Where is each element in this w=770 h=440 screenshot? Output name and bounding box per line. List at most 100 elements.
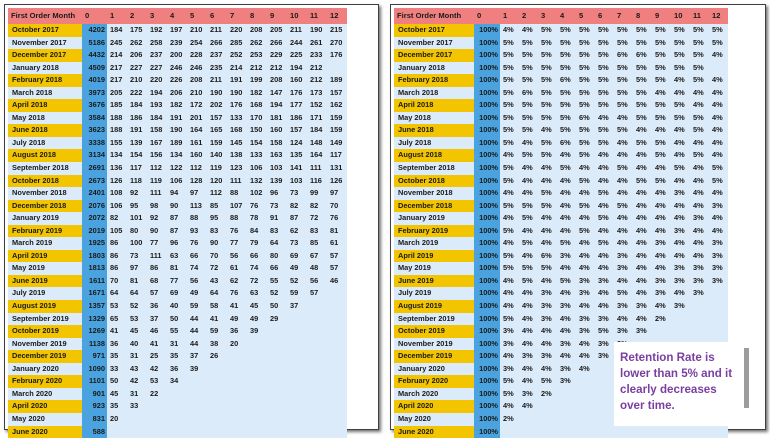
table-cell: 3%: [712, 275, 723, 285]
table-cell: [247, 400, 267, 413]
table-cell: 194: [290, 62, 303, 72]
table-cell: 57: [330, 263, 339, 273]
table-cell: [127, 413, 147, 426]
table-cell: 4%: [541, 175, 552, 185]
table-cell: 3%: [712, 250, 723, 260]
table-cell: 3%: [655, 275, 666, 285]
table-cell: [247, 413, 267, 426]
table-cell: 159: [330, 125, 343, 135]
table-cell: 111: [150, 250, 162, 260]
table-cell: 4%: [579, 363, 590, 373]
table-cell: 4%: [503, 150, 514, 160]
table-cell: 3%: [712, 200, 723, 210]
table-cell: 4%: [560, 263, 571, 273]
table-cell: 4%: [655, 213, 666, 223]
table-cell: 80: [270, 250, 279, 260]
table-cell: 4%: [579, 301, 590, 311]
row-label: August 2018: [394, 149, 474, 163]
table-cell: [207, 413, 227, 426]
table-cell: 177: [290, 100, 303, 110]
row-label: February 2019: [394, 224, 474, 238]
table-cell: 92: [130, 188, 139, 198]
table-cell: [227, 400, 247, 413]
table-cell: 43: [210, 275, 219, 285]
table-row: June 2020 100%: [394, 425, 728, 439]
table-cell: 81: [330, 225, 339, 235]
header-month-offset: 4: [557, 8, 576, 24]
table-cell: 3%: [579, 288, 590, 298]
table-cell: 35: [110, 351, 119, 361]
table-cell: 4%: [617, 112, 628, 122]
table-cell: 84: [250, 225, 259, 235]
table-cell: 64: [270, 238, 279, 248]
table-row: August 2019 100% 4% 4% 3% 3% 4% 4% 3% 3% 4% 3%: [394, 300, 728, 313]
table-cell: 133: [230, 112, 243, 122]
table-cell: 4%: [636, 263, 647, 273]
table-cell: 4%: [636, 250, 647, 260]
cohort-base-cell: 1090: [82, 362, 107, 376]
table-cell: 4%: [693, 200, 704, 210]
table-cell: [267, 325, 287, 338]
table-cell: [147, 413, 167, 426]
table-cell: 4%: [541, 326, 552, 336]
table-cell: 4%: [503, 301, 514, 311]
table-cell: [709, 62, 728, 75]
table-cell: 4%: [560, 313, 571, 323]
cohort-base-cell: 1357: [82, 300, 107, 313]
table-cell: 4%: [541, 338, 552, 348]
row-label: May 2020: [12, 413, 45, 423]
table-cell: 5%: [693, 75, 704, 85]
table-cell: 4%: [560, 326, 571, 336]
table-cell: 4%: [541, 275, 552, 285]
table-cell: 5%: [598, 62, 609, 72]
scrollbar-thumb[interactable]: [744, 348, 749, 408]
table-cell: 5%: [598, 125, 609, 135]
table-cell: 170: [250, 112, 263, 122]
table-cell: 5%: [560, 50, 571, 60]
header-month-offset: 6: [595, 8, 614, 24]
table-cell: 239: [170, 37, 183, 47]
table-cell: 4%: [522, 401, 533, 411]
table-cell: 5%: [522, 75, 533, 85]
table-cell: 5%: [636, 62, 647, 72]
table-cell: 262: [250, 37, 263, 47]
table-cell: 79: [250, 238, 259, 248]
table-cell: 5%: [579, 75, 590, 85]
table-cell: 126: [110, 175, 123, 185]
table-cell: 156: [150, 150, 163, 160]
table-cell: 3%: [693, 275, 704, 285]
table-cell: 5%: [579, 150, 590, 160]
cohort-base-cell: 100%: [474, 111, 500, 125]
table-cell: 4%: [636, 313, 647, 323]
table-cell: 5%: [503, 137, 514, 147]
table-cell: 2%: [655, 313, 666, 323]
table-row: February 2020 1101 50 42 53 34: [8, 375, 347, 388]
table-cell: 5%: [560, 25, 571, 34]
row-label: October 2018: [8, 174, 82, 188]
table-cell: [187, 413, 207, 426]
table-cell: 3%: [636, 301, 647, 311]
table-cell: 102: [250, 188, 263, 198]
table-cell: 4%: [617, 225, 628, 235]
table-cell: 4%: [693, 238, 704, 248]
table-cell: 49: [250, 313, 259, 323]
table-cell: 6%: [560, 75, 571, 85]
table-cell: [557, 426, 576, 439]
table-cell: 5%: [617, 125, 628, 135]
table-cell: 41: [150, 338, 159, 348]
table-cell: 220: [150, 75, 163, 85]
table-cell: 50: [110, 376, 119, 386]
table-cell: 53: [150, 376, 159, 386]
table-cell: 46: [150, 326, 159, 336]
table-cell: 4%: [655, 163, 666, 173]
row-label: April 2018: [8, 99, 82, 112]
table-header-row: First Order Month 0 1 2 3 4 5 6 7 8 9 10 11 12: [8, 8, 347, 24]
table-cell: 5%: [522, 112, 533, 122]
row-label: June 2018: [394, 124, 474, 137]
table-cell: 226: [170, 75, 183, 85]
table-cell: 193: [150, 100, 163, 110]
header-month-offset: 8: [633, 8, 652, 24]
table-cell: 181: [270, 112, 283, 122]
table-cell: 4%: [522, 301, 533, 311]
table-cell: 194: [150, 87, 163, 97]
